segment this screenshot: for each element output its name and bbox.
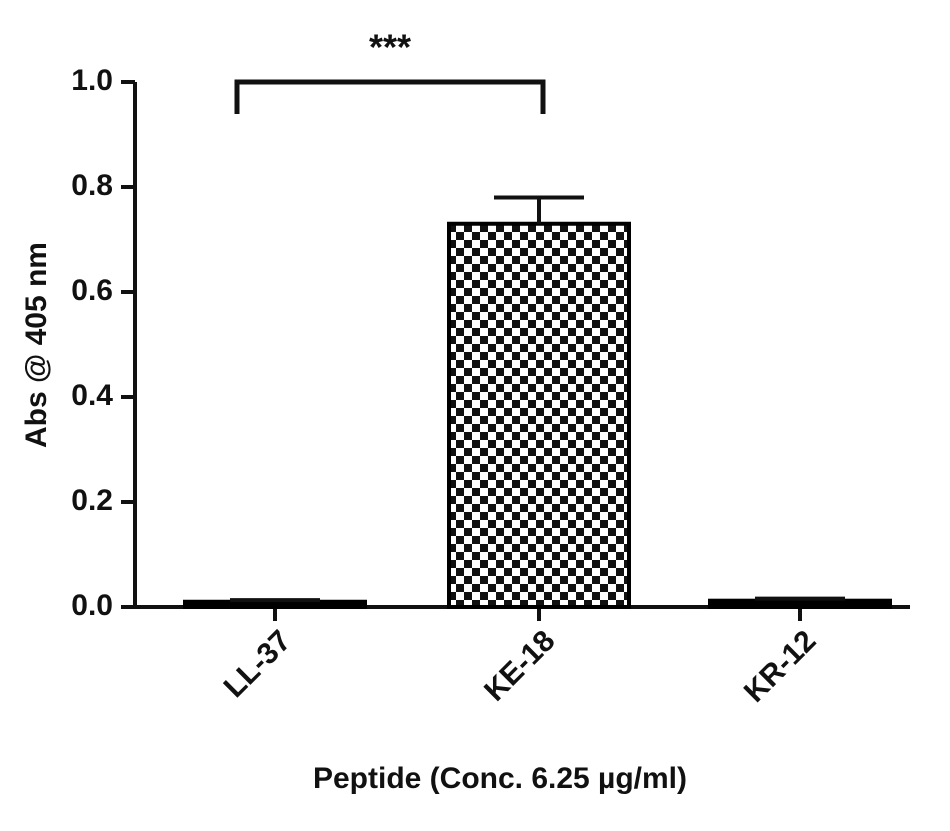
y-tick-label: 0.8	[71, 169, 113, 202]
bar	[708, 598, 892, 610]
significance-label: ***	[369, 27, 411, 68]
bar	[447, 221, 631, 609]
y-tick-label: 0.6	[71, 274, 113, 307]
significance-bracket	[234, 79, 546, 114]
y-tick-label: 0.0	[71, 589, 113, 622]
x-tick-label: LL-37	[218, 624, 298, 704]
y-tick-label: 0.4	[71, 379, 113, 412]
x-axis-label: Peptide (Conc. 6.25 µg/ml)	[313, 762, 687, 795]
y-tick-label: 0.2	[71, 484, 113, 517]
y-axis-label: Abs @ 405 nm	[20, 242, 53, 448]
bar	[183, 599, 367, 609]
x-tick-label: KE-18	[478, 624, 561, 707]
y-tick-label: 1.0	[71, 64, 113, 97]
x-tick-label: KR-12	[738, 624, 823, 709]
